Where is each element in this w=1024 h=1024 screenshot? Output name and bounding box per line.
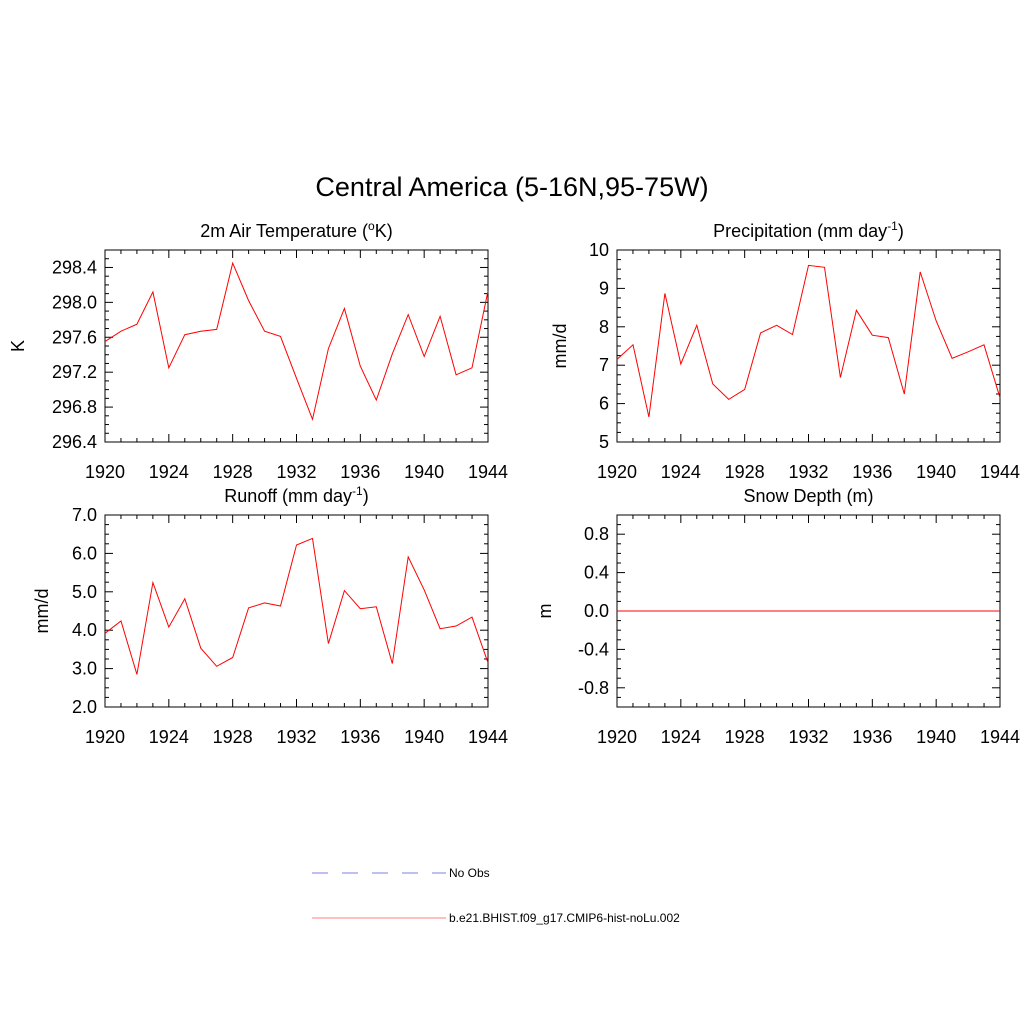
y-axis-label: mm/d [550, 324, 570, 369]
x-tick-label: 1944 [468, 727, 508, 747]
y-tick-label: 5 [599, 432, 609, 452]
x-tick-label: 1920 [85, 727, 125, 747]
plot-frame [104, 514, 489, 708]
x-tick-label: 1924 [149, 462, 189, 482]
x-tick-label: 1936 [340, 462, 380, 482]
figure-title: Central America (5-16N,95-75W) [315, 172, 708, 202]
x-tick-label: 1940 [404, 727, 444, 747]
x-tick-label: 1936 [852, 727, 892, 747]
x-tick-label: 1924 [661, 727, 701, 747]
panel-precipitation: Precipitation (mm day-1) mm/d 1920 1924 1928… [550, 219, 1020, 482]
y-tick-label: 5.0 [72, 582, 97, 602]
y-tick-label: 297.2 [52, 362, 97, 382]
panel-runoff: Runoff (mm day-1) mm/d 1920 1924 1928 1932 193… [32, 484, 508, 747]
panel-snow-depth: Snow Depth (m) m 1920 1924 1928 1932 1936 1940 1… [535, 486, 1020, 747]
y-tick-label: 298.0 [52, 292, 97, 312]
y-tick-label: 3.0 [72, 659, 97, 679]
x-tick-label: 1944 [468, 462, 508, 482]
panel-title: Snow Depth (m) [743, 486, 873, 506]
plot-frame [616, 249, 1001, 443]
y-tick-label: 2.0 [72, 697, 97, 717]
panel-temperature: 2m Air Temperature (oK) K 1920 1924 1928 1932… [8, 219, 508, 482]
panels: 2m Air Temperature (oK) K 1920 1924 1928 1932… [8, 219, 1020, 747]
y-tick-label: 7.0 [72, 505, 97, 525]
series-line [104, 537, 489, 675]
x-tick-label: 1920 [597, 727, 637, 747]
y-axis-label: mm/d [32, 589, 52, 634]
y-tick-label: 6.0 [72, 543, 97, 563]
y-tick-label: 298.4 [52, 257, 97, 277]
y-tick-label: 9 [599, 278, 609, 298]
x-tick-label: 1924 [661, 462, 701, 482]
y-tick-label: 296.4 [52, 432, 97, 452]
y-tick-label: 8 [599, 317, 609, 337]
y-tick-label: 10 [589, 240, 609, 260]
y-tick-label: 0.8 [584, 524, 609, 544]
x-tick-label: 1928 [213, 462, 253, 482]
y-tick-label: 4.0 [72, 620, 97, 640]
panel-title: 2m Air Temperature (oK) [200, 219, 392, 241]
y-tick-label: 7 [599, 355, 609, 375]
x-tick-label: 1920 [85, 462, 125, 482]
legend-obs-label: No Obs [449, 866, 490, 880]
x-tick-label: 1920 [597, 462, 637, 482]
y-tick-label: 0.0 [584, 601, 609, 621]
panel-title: Precipitation (mm day-1) [713, 219, 904, 241]
x-tick-label: 1924 [149, 727, 189, 747]
x-tick-label: 1944 [980, 462, 1020, 482]
plot-frame [104, 249, 489, 443]
y-tick-label: -0.4 [578, 639, 609, 659]
x-tick-label: 1940 [916, 727, 956, 747]
series-line [616, 264, 1001, 418]
series-line [104, 261, 489, 422]
legend-model-label: b.e21.BHIST.f09_g17.CMIP6-hist-noLu.002 [449, 911, 680, 925]
y-tick-label: 297.6 [52, 327, 97, 347]
panel-title: Runoff (mm day-1) [224, 484, 368, 506]
x-tick-label: 1932 [276, 462, 316, 482]
x-tick-label: 1932 [788, 727, 828, 747]
x-tick-label: 1932 [788, 462, 828, 482]
y-tick-label: 0.4 [584, 563, 609, 583]
y-tick-label: -0.8 [578, 678, 609, 698]
y-axis-label: m [535, 604, 555, 619]
y-tick-label: 296.8 [52, 397, 97, 417]
x-tick-label: 1936 [340, 727, 380, 747]
x-tick-label: 1940 [404, 462, 444, 482]
x-tick-label: 1940 [916, 462, 956, 482]
y-tick-label: 6 [599, 394, 609, 414]
x-tick-label: 1932 [276, 727, 316, 747]
legend: No Obs b.e21.BHIST.f09_g17.CMIP6-hist-no… [312, 866, 680, 925]
x-tick-label: 1928 [725, 727, 765, 747]
x-tick-label: 1936 [852, 462, 892, 482]
x-tick-label: 1928 [725, 462, 765, 482]
y-axis-label: K [8, 340, 28, 352]
x-tick-label: 1944 [980, 727, 1020, 747]
x-tick-label: 1928 [213, 727, 253, 747]
